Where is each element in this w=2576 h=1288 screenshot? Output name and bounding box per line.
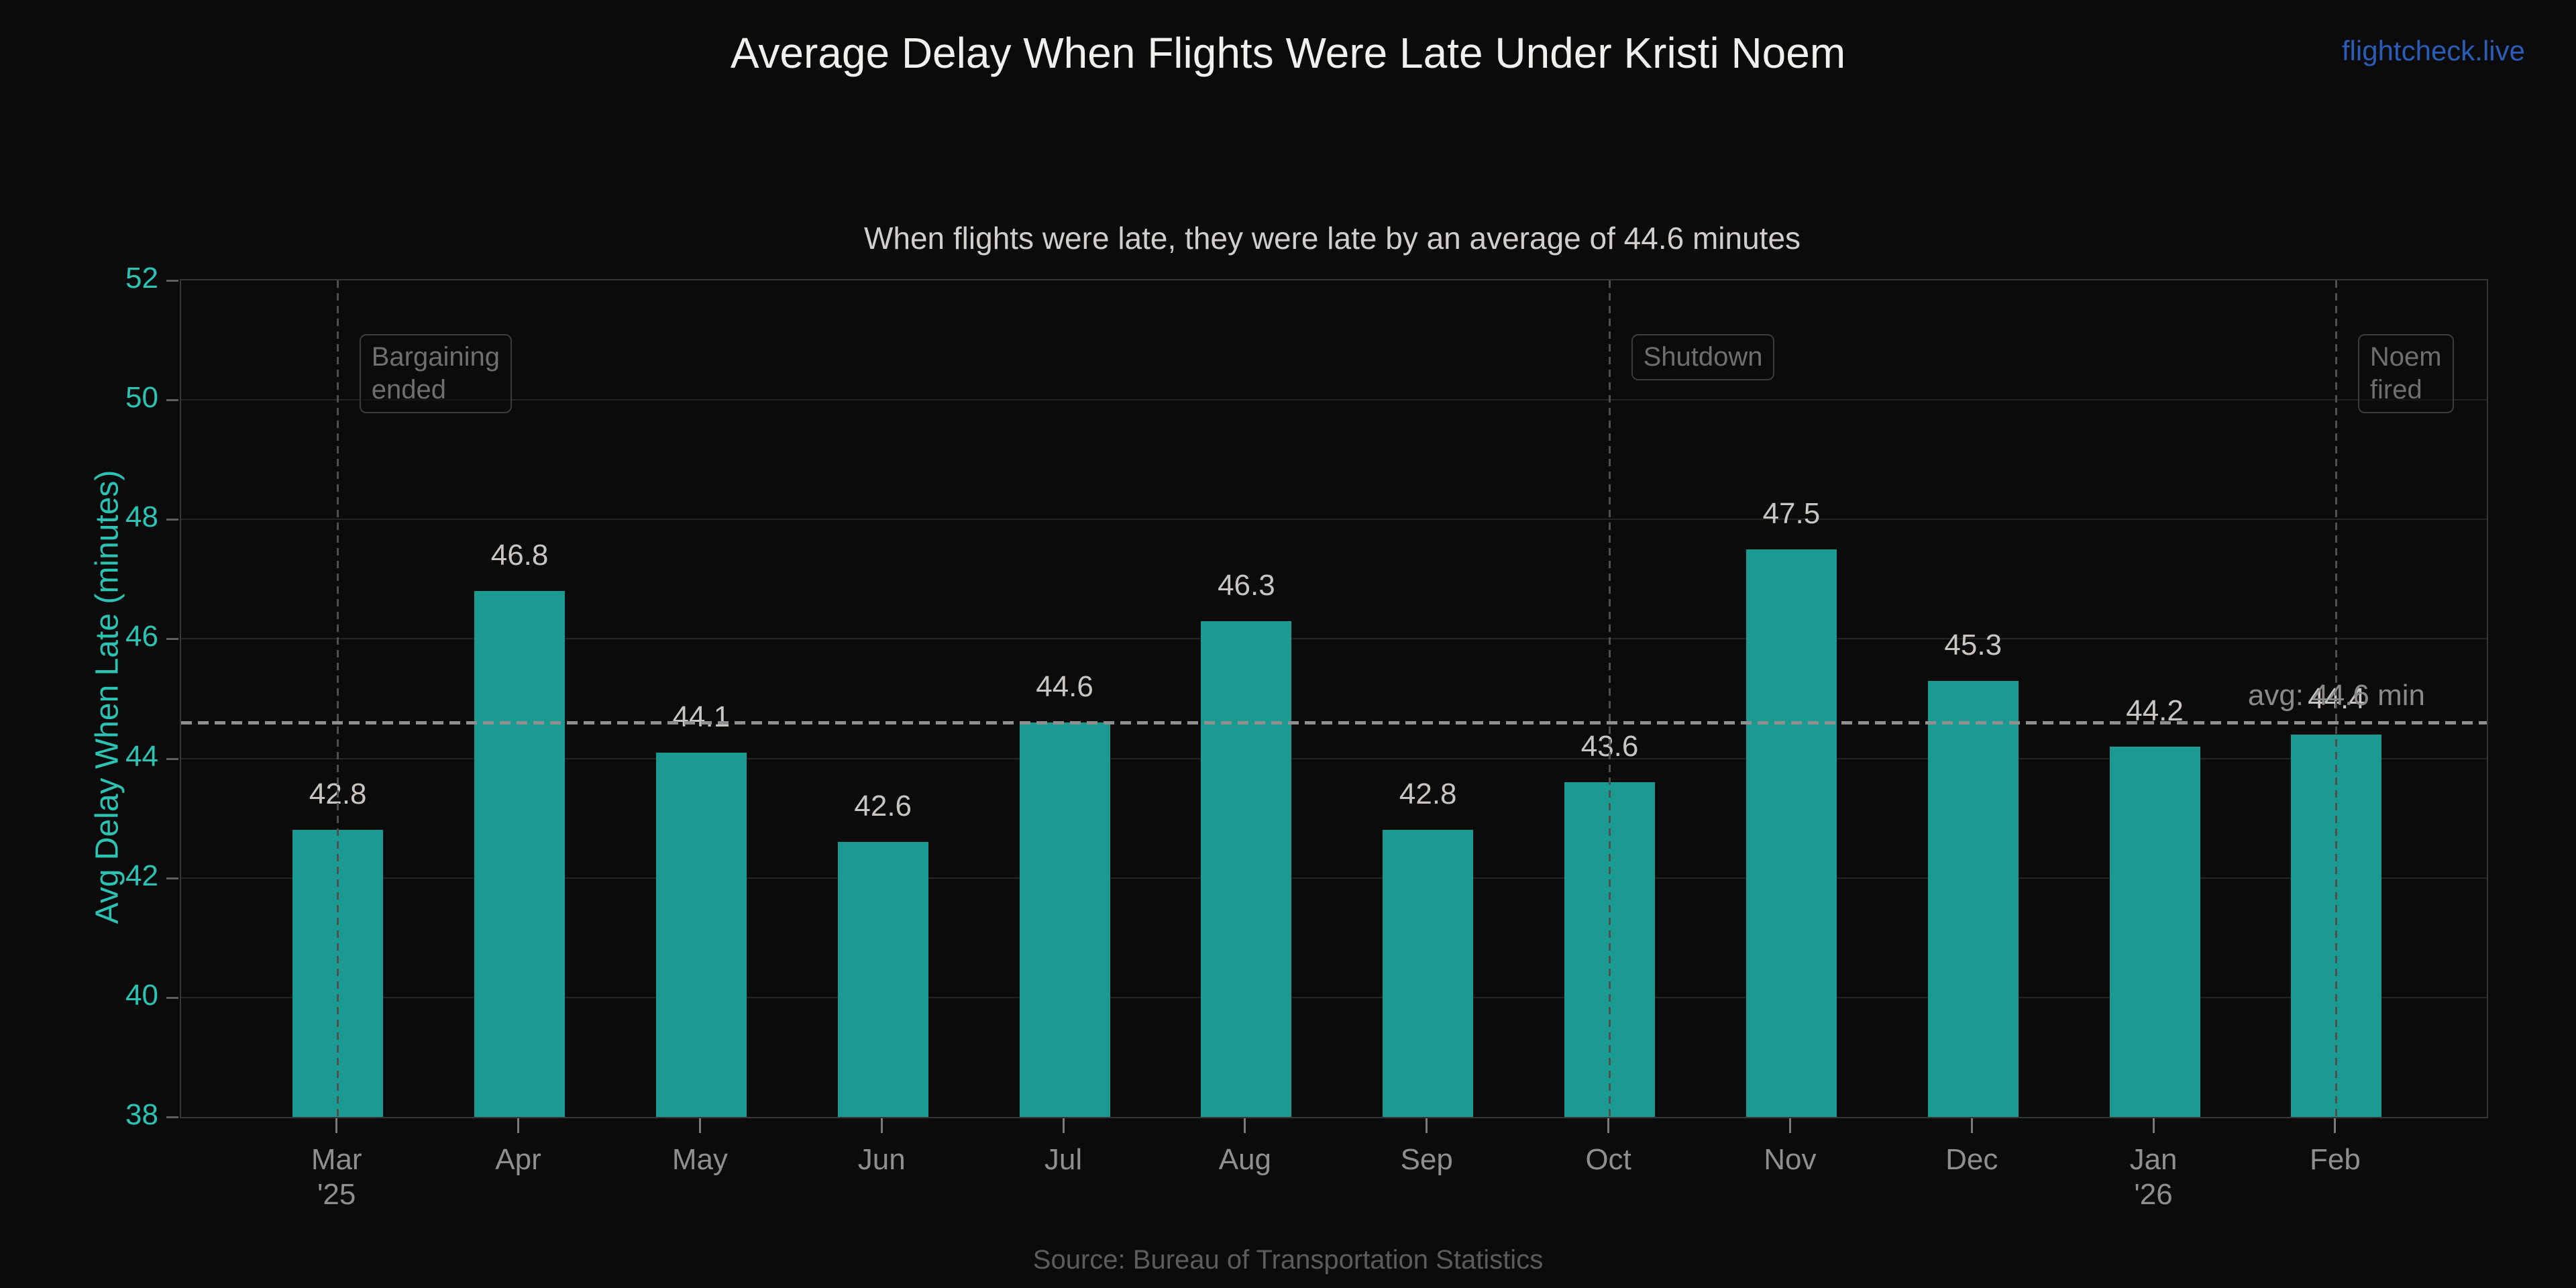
x-tick-mark [880, 1118, 883, 1133]
x-tick-label-line: Oct [1585, 1143, 1631, 1176]
bar-value-label: 45.3 [1944, 628, 2002, 661]
event-line [337, 280, 339, 1117]
x-tick-label: Nov [1709, 1142, 1870, 1177]
gridline [181, 996, 2487, 998]
x-tick-label: May [619, 1142, 780, 1177]
bar-value-label: 42.6 [854, 790, 912, 823]
x-tick-mark [335, 1118, 338, 1133]
y-tick-label: 52 [125, 262, 158, 294]
bar[interactable] [1746, 549, 1837, 1117]
x-tick-label-line: Aug [1218, 1143, 1272, 1176]
gridline [181, 399, 2487, 401]
plot-area: 42.8 46.8 44.1 42.6 44.6 46.3 42.8 43.6 47.5 45.3… [166, 279, 2488, 1118]
x-tick-label: Jul [983, 1142, 1144, 1177]
gridline [181, 519, 2487, 521]
x-tick-label: Jan '26 [2073, 1142, 2234, 1212]
x-tick-label-line: Apr [495, 1143, 541, 1176]
y-tick-mark [166, 877, 178, 879]
x-tick-label-line: Jul [1044, 1143, 1083, 1176]
gridline [181, 638, 2487, 640]
bar[interactable] [837, 842, 928, 1117]
y-tick-mark [166, 280, 178, 282]
source-note: Source: Bureau of Transportation Statist… [1032, 1245, 1544, 1275]
y-tick-mark [166, 638, 178, 641]
x-tick-label: Mar '25 [256, 1142, 417, 1212]
bar[interactable] [474, 591, 566, 1117]
chart-subtitle: When flights were late, they were late b… [863, 221, 1801, 256]
y-tick-mark [166, 757, 178, 760]
y-tick-label: 50 [125, 381, 158, 415]
y-tick-mark [166, 1116, 178, 1118]
annotation-line: Shutdown [1643, 342, 1763, 372]
x-tick-mark [1062, 1118, 1065, 1133]
x-tick-label: Aug [1165, 1142, 1326, 1177]
y-tick-label: 48 [125, 500, 158, 534]
bar[interactable] [1383, 830, 1474, 1117]
x-tick-label: Feb [2255, 1142, 2416, 1177]
x-tick-mark [2334, 1118, 2337, 1133]
annotation-line: ended [371, 374, 446, 405]
bar[interactable] [1201, 621, 1292, 1117]
annotation-box: Noem fired [2357, 334, 2454, 413]
x-tick-mark [2152, 1118, 2155, 1133]
y-tick-mark [166, 996, 178, 999]
x-tick-label-line: Sep [1400, 1143, 1453, 1176]
y-axis-ticks: 38 40 42 44 46 48 50 52 [0, 262, 166, 1131]
x-tick-label-line: '25 [317, 1177, 356, 1211]
annotation-line: fired [2369, 374, 2422, 405]
x-tick-label-line: Feb [2309, 1143, 2361, 1176]
page-title: Average Delay When Flights Were Late Und… [730, 29, 1846, 77]
event-line [2335, 280, 2338, 1117]
gridline [181, 877, 2487, 879]
gridline [181, 757, 2487, 759]
y-tick-label: 40 [125, 978, 158, 1012]
bar[interactable] [1019, 722, 1110, 1117]
bar[interactable] [655, 752, 747, 1117]
x-tick-mark [1244, 1118, 1246, 1133]
x-tick-label-line: Jan [2129, 1143, 2178, 1176]
brand-link[interactable]: flightcheck.live [2341, 35, 2525, 66]
event-line [1609, 280, 1611, 1117]
x-tick-label: Oct [1528, 1142, 1689, 1177]
y-tick-label: 38 [125, 1098, 158, 1131]
annotation-box: Bargaining ended [359, 334, 512, 413]
x-tick-mark [517, 1118, 520, 1133]
x-tick-label: Dec [1891, 1142, 2052, 1177]
x-tick-mark [1607, 1118, 1610, 1133]
x-tick-label: Apr [438, 1142, 599, 1177]
annotation-box: Shutdown [1631, 334, 1775, 380]
bar-value-label: 47.5 [1762, 496, 1821, 530]
y-tick-mark [166, 519, 178, 521]
y-tick-label: 46 [125, 620, 158, 653]
x-tick-label: Jun [801, 1142, 962, 1177]
bar-value-label: 42.8 [1399, 777, 1457, 811]
x-tick-label-line: Jun [857, 1143, 906, 1176]
bar[interactable] [1927, 680, 2019, 1117]
bar-value-label: 46.3 [1218, 568, 1275, 602]
x-tick-label-line: '26 [2134, 1177, 2173, 1211]
bar-value-label: 44.6 [1036, 670, 1093, 704]
annotation-line: Bargaining [371, 342, 500, 372]
x-axis-ticks: Mar '25 Apr May Jun Jul Aug Sep Oct Nov Dec Jan '26 F… [180, 1117, 2485, 1238]
x-tick-label: Sep [1346, 1142, 1507, 1177]
bar[interactable] [2109, 746, 2200, 1117]
x-tick-mark [1788, 1118, 1791, 1133]
annotation-line: Noem [2369, 342, 2442, 372]
x-tick-label-line: Mar [311, 1143, 362, 1176]
x-tick-mark [1970, 1118, 1973, 1133]
x-tick-mark [698, 1118, 701, 1133]
y-tick-mark [166, 399, 178, 402]
average-line-label: avg: 44.6 min [2247, 679, 2425, 712]
x-tick-label-line: May [672, 1143, 728, 1176]
x-tick-label-line: Nov [1764, 1143, 1817, 1176]
y-tick-label: 42 [125, 859, 158, 892]
y-tick-label: 44 [125, 739, 158, 773]
x-tick-label-line: Dec [1945, 1143, 1998, 1176]
average-line [181, 720, 2487, 724]
bar-value-label: 44.1 [672, 700, 731, 733]
bar-value-label: 46.8 [490, 539, 549, 572]
x-tick-mark [1426, 1118, 1428, 1133]
